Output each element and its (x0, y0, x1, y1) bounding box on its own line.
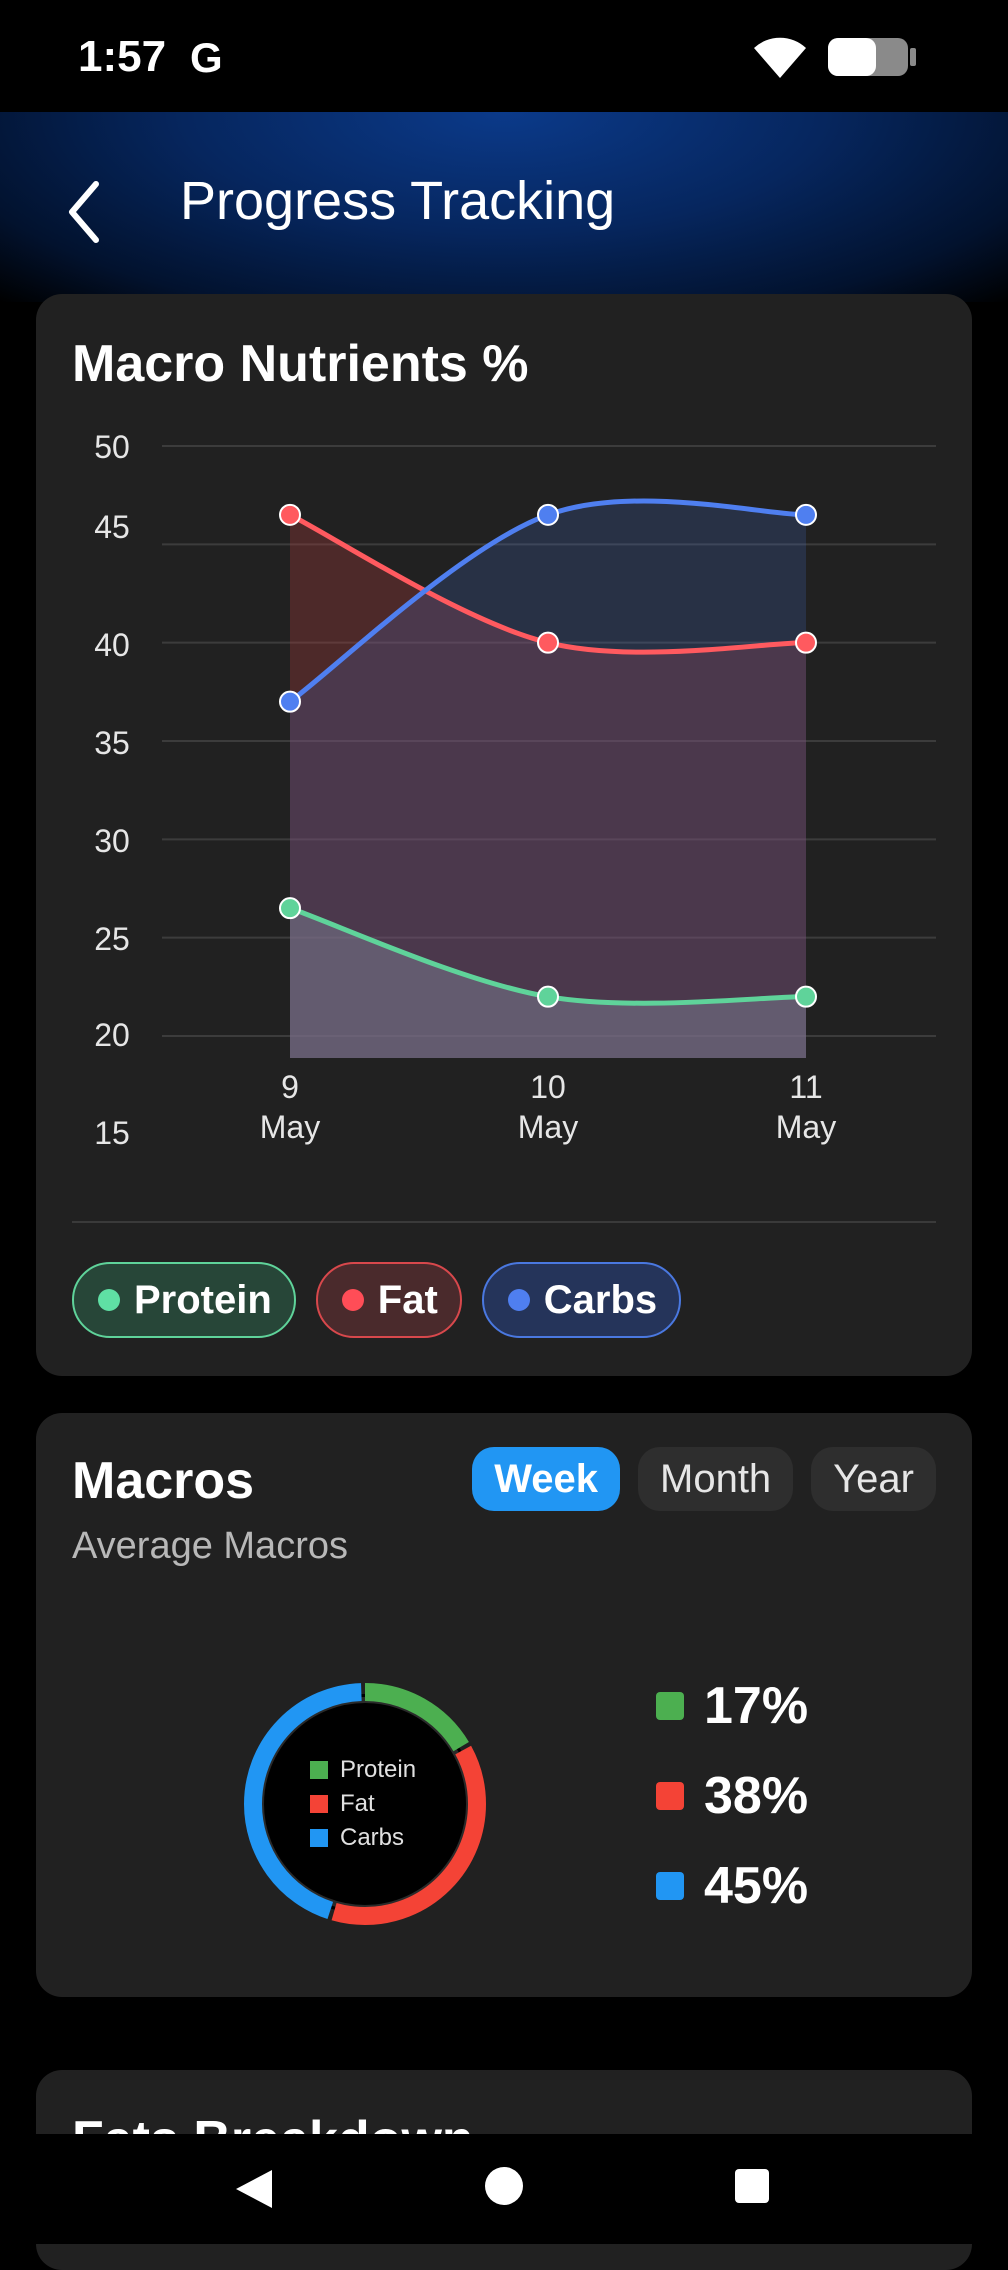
percentage-row-fat: 38% (656, 1751, 808, 1841)
percentage-value: 17% (704, 1677, 809, 1735)
area-protein (290, 908, 806, 1058)
period-year-button[interactable]: Year (811, 1447, 936, 1511)
percentage-value: 45% (704, 1857, 809, 1915)
point-fat (795, 631, 817, 654)
legend-label: Fat (377, 1277, 438, 1322)
point-carbs (279, 690, 301, 713)
card-title: Macros (72, 1452, 255, 1510)
donut-legend-label: Fat (340, 1790, 375, 1817)
macro-line-chart: 50 45 40 35 30 25 20 15 9 May 10 May 11 May (94, 429, 936, 1151)
clock: 1:57 (78, 32, 167, 81)
legend-chip-carbs[interactable]: Carbs (481, 1262, 682, 1338)
battery-icon (828, 38, 916, 76)
fat-dot-icon (341, 1289, 364, 1311)
x-tick-label: May (518, 1109, 578, 1145)
wifi-icon (754, 37, 806, 78)
google-icon: G (190, 34, 223, 81)
chart-legend: Protein Fat Carbs (72, 1262, 682, 1338)
donut-legend-label: Protein (340, 1756, 417, 1783)
x-tick-label: 11 (789, 1069, 822, 1105)
card-subtitle: Average Macros (72, 1525, 348, 1567)
legend-label: Protein (134, 1277, 272, 1322)
y-tick-label: 25 (94, 921, 130, 957)
divider (72, 1221, 936, 1223)
period-selector: Week Month Year (472, 1447, 936, 1511)
home-circle-icon[interactable] (484, 2166, 524, 2206)
back-triangle-icon[interactable] (232, 2166, 276, 2212)
x-tick-label: 10 (530, 1069, 566, 1105)
point-fat (537, 631, 559, 654)
carbs-square-icon (656, 1872, 684, 1900)
period-week-button[interactable]: Week (472, 1447, 620, 1511)
recents-square-icon[interactable] (734, 2168, 770, 2204)
percentage-row-carbs: 45% (656, 1841, 808, 1931)
y-tick-label: 20 (94, 1017, 130, 1053)
y-tick-label: 15 (94, 1115, 130, 1151)
point-carbs (537, 503, 559, 526)
protein-dot-icon (98, 1289, 120, 1311)
area-carbs (290, 500, 806, 1058)
carbs-swatch-icon (310, 1829, 328, 1847)
macros-card: Macros Average Macros Week Month Year Pr… (36, 1413, 972, 1997)
legend-chip-protein[interactable]: Protein (72, 1262, 296, 1338)
percentage-row-protein: 17% (656, 1661, 808, 1751)
point-protein (537, 985, 559, 1008)
card-title: Macro Nutrients % (72, 335, 529, 393)
x-tick-label: 9 (281, 1069, 299, 1105)
page-title: Progress Tracking (180, 171, 616, 231)
y-tick-label: 50 (94, 429, 130, 465)
y-tick-label: 35 (94, 725, 130, 761)
fat-square-icon (656, 1782, 684, 1810)
y-tick-label: 45 (94, 509, 130, 545)
x-tick-label: May (776, 1109, 836, 1145)
donut-segment-carbs (244, 1683, 486, 1925)
area-fat (290, 514, 806, 1058)
donut-segment-protein (244, 1683, 486, 1925)
protein-square-icon (656, 1692, 684, 1720)
point-protein (795, 985, 817, 1008)
donut-legend-label: Carbs (340, 1824, 405, 1851)
status-bar: 1:57 G (0, 0, 1008, 112)
y-tick-label: 30 (94, 823, 130, 859)
macros-donut-chart (244, 1683, 486, 1925)
point-carbs (795, 503, 817, 526)
point-fat (279, 503, 301, 526)
donut-legend: Protein Fat Carbs (310, 1753, 416, 1855)
back-arrow-icon[interactable] (60, 172, 110, 252)
donut-segment-fat (244, 1683, 486, 1925)
percentage-value: 38% (704, 1767, 809, 1825)
protein-swatch-icon (310, 1761, 328, 1779)
fat-swatch-icon (310, 1795, 328, 1813)
carbs-dot-icon (507, 1289, 530, 1311)
point-protein (279, 897, 301, 920)
macro-percentages: 17% 38% 45% (656, 1661, 808, 1931)
legend-label: Carbs (543, 1277, 658, 1322)
legend-chip-fat[interactable]: Fat (315, 1262, 462, 1338)
period-month-button[interactable]: Month (638, 1447, 794, 1511)
y-tick-label: 40 (94, 627, 130, 663)
x-tick-label: May (260, 1109, 320, 1145)
macro-nutrients-card: Macro Nutrients % 50 45 40 35 30 25 20 15 9 May 10… (36, 294, 972, 1376)
app-header: Progress Tracking (0, 112, 1008, 302)
system-navigation-bar (0, 2134, 1008, 2244)
